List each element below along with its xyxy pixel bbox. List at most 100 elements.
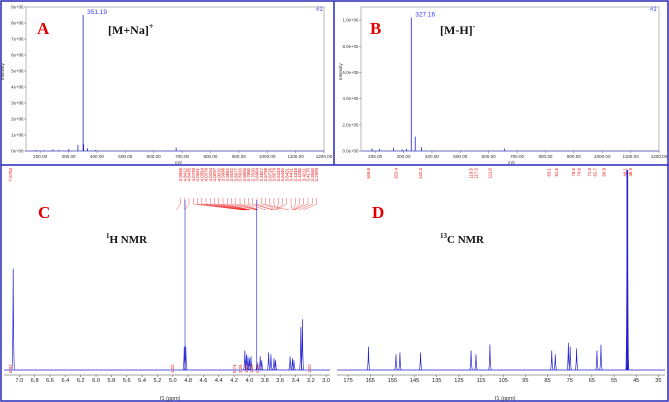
shift-label: 4.0097 [212,167,217,181]
x-tick-label: 200.00 [33,154,47,159]
integral-label: 2.26 [238,364,243,373]
x-tick-label: 500.00 [118,154,132,159]
x-tick-label: 3.8 [261,378,269,384]
x-tick-label: 3.0 [322,378,330,384]
x-tick-label: 4.4 [215,378,223,384]
shift-label: 4.0651 [195,167,200,181]
peak [269,354,273,371]
panel-a-spectrum: 200.00 300.00 400.00 500.00 600.00 700.00 800.… [11,5,333,159]
y-tick-label: 4e+06 [11,85,24,90]
label-connector [205,198,247,211]
shift-label: 3.4827 [259,167,264,181]
panel-a-letter: A [37,19,50,38]
label-connector [303,198,317,211]
label-connector [290,198,293,211]
panel-c-letter: C [38,203,50,222]
shift-label: 4.0378 [204,167,209,181]
panel-d: 175 165 155 145 135 125 115 105 95 85 75 65 55 45 35 16… [337,167,665,402]
shift-label: 4.9568 [178,167,183,181]
label-connector [293,198,300,211]
x-tick-label: 600.00 [482,154,496,159]
x-tick-label: 6.0 [92,378,100,384]
label-connector [276,198,279,211]
shift-label: 3.9882 [225,167,230,181]
label-connector [298,198,313,211]
peak [398,352,402,371]
peak [553,354,558,371]
y-tick-label: 0e+00 [11,149,24,154]
x-tick-label: 300.00 [397,154,411,159]
label-connector [294,198,309,211]
shift-label: 3.7020 [250,167,255,181]
shift-label: 3.4211 [301,167,306,181]
shift-label: 3.4431 [289,167,294,181]
shift-label: 111.0 [488,167,493,178]
y-tick-label: 3e+06 [11,101,24,106]
integral-label: 2.06 [255,364,260,373]
x-tick-label: 6.6 [46,378,54,384]
peak [366,346,371,371]
label-connector [261,198,290,211]
x-tick-label: 1200.00 [316,154,333,159]
shift-label: 3.6725 [267,167,272,181]
panel-a-xlabel: m/z [175,160,183,165]
panel-b-xlabel: m/z [508,160,516,165]
x-tick-label: 135 [432,378,441,384]
label-connector [265,198,275,211]
shift-label: 71.9 [587,167,592,176]
x-tick-label: 65 [589,378,595,384]
shift-label: 4.0554 [199,167,204,181]
integral-label: 1.02 [307,364,312,373]
label-connector [197,198,245,211]
y-tick-label: 2e+06 [11,117,24,122]
shift-label: 119.5 [469,167,474,178]
x-tick-label: 500.00 [453,154,467,159]
x-tick-label: 4.2 [230,378,238,384]
panel-b-ylabel: Intensity [338,62,343,80]
y-tick-label: 5e+06 [11,69,24,74]
label-connector [227,198,251,211]
y-tick-label: 1e+06 [11,133,24,138]
label-connector [244,198,259,211]
x-tick-label: 6.4 [61,378,69,384]
shift-label: 49.1 [623,167,628,176]
panel-b-letter: B [370,19,381,38]
x-tick-label: 900.00 [567,154,581,159]
peak [574,348,579,371]
x-tick-label: 4.6 [200,378,208,384]
label-connector [276,198,287,211]
x-tick-label: 3.2 [307,378,315,384]
x-tick-label: 125 [454,378,463,384]
shift-label: 81.5 [554,167,559,176]
peak [292,360,296,371]
label-connector [252,198,273,211]
x-tick-label: 700.00 [175,154,189,159]
x-tick-label: 800.00 [203,154,217,159]
label-connector [293,198,304,211]
x-tick-label: 3.4 [292,378,300,384]
shift-label: 4.0799 [191,167,196,181]
shift-label: 3.4348 [293,167,298,181]
label-connector [269,198,275,211]
integral-label: 0.74 [232,364,237,373]
shift-label: 3.9162 [229,167,234,181]
shift-label: 62.7 [593,167,598,176]
label-connector [214,198,249,211]
y-tick-label: 4.0e+05 [343,96,360,101]
x-tick-label: 800.00 [538,154,552,159]
peak [488,344,492,371]
label-connector [222,198,250,211]
panel-b-file-tag: #1 [650,7,657,13]
peak [418,352,423,371]
x-tick-label: 105 [499,378,508,384]
panel-a: 200.00 300.00 400.00 500.00 600.00 700.00 800.… [0,5,333,165]
shift-label: 3.6964 [255,167,260,181]
label-connector [273,198,276,211]
y-tick-label: 7e+06 [11,37,24,42]
x-tick-label: 4.8 [184,378,192,384]
x-tick-label: 200.00 [368,154,382,159]
y-tick-label: 6e+06 [11,53,24,58]
peak [260,360,264,371]
x-tick-label: 75 [567,378,573,384]
